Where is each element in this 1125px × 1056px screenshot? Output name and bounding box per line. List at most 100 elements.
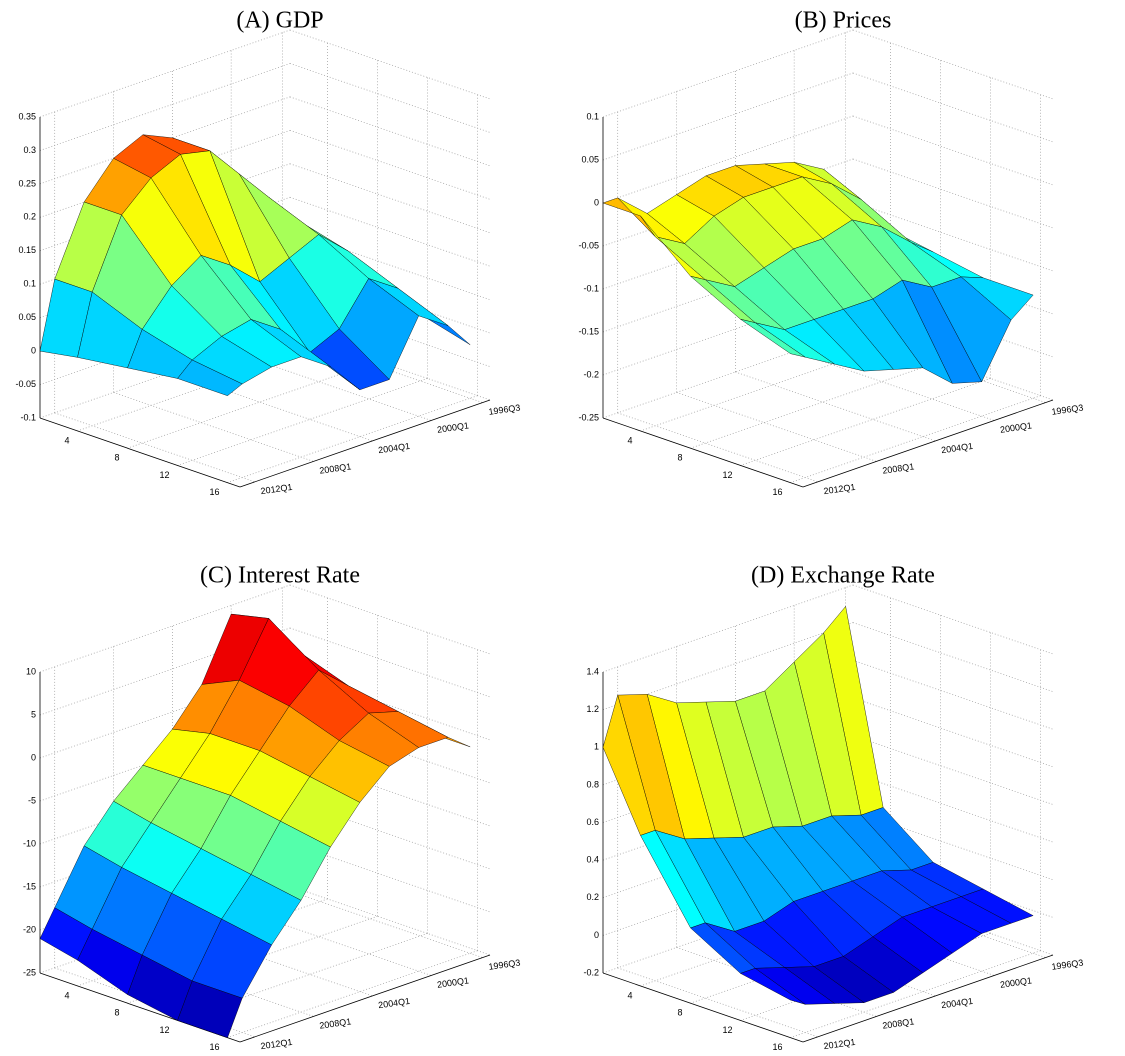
date-tick-label: 2008Q1 — [882, 461, 915, 475]
date-grid-line — [172, 371, 373, 442]
z-tick-label: 0.8 — [586, 779, 599, 789]
date-grid-line — [54, 412, 255, 483]
z-tick-label: 0 — [594, 930, 599, 940]
z-grid-line — [289, 627, 491, 698]
z-grid-line — [39, 63, 291, 151]
z-grid-line — [602, 115, 854, 204]
date-tick-label: 2000Q1 — [436, 420, 469, 434]
horizon-grid-line — [227, 395, 478, 484]
z-grid-line — [852, 772, 1054, 843]
date-tick-label: 2000Q1 — [999, 975, 1032, 989]
date-tick-label: 2004Q1 — [378, 441, 411, 455]
horizon-tick-label: 16 — [772, 487, 782, 497]
horizon-axis-line — [39, 417, 241, 488]
horizon-tick-label: 8 — [677, 453, 682, 463]
z-grid-line — [852, 622, 1054, 692]
z-grid-line — [289, 130, 491, 200]
z-grid-line — [289, 885, 491, 956]
horizon-tick-label: 12 — [159, 1025, 169, 1035]
z-tick-label: 0.25 — [18, 178, 36, 188]
z-grid-line — [602, 622, 854, 710]
panel: (B) Prices -0.25 -0.2 -0.15 -0.1 -0.05 0 0.05 0.… — [578, 8, 1083, 498]
date-grid-line — [617, 412, 818, 483]
z-tick-label: -0.2 — [583, 369, 599, 379]
date-tick-label: 2000Q1 — [436, 975, 469, 989]
z-tick-label: -0.25 — [578, 412, 599, 422]
z-tick-label: -0.1 — [583, 283, 599, 293]
horizon-tick-label: 16 — [209, 1042, 219, 1052]
z-grid-line — [852, 158, 1054, 229]
date-grid-line — [794, 351, 995, 421]
surface-cell — [740, 968, 806, 1005]
horizon-tick-label: 12 — [159, 470, 169, 480]
z-tick-label: -15 — [23, 881, 36, 891]
date-tick-label: 1996Q3 — [488, 403, 521, 417]
z-tick-label: -0.05 — [15, 379, 36, 389]
z-tick-label: 10 — [26, 666, 36, 676]
z-grid-line — [39, 627, 291, 716]
horizon-tick-label: 8 — [114, 1008, 119, 1018]
z-grid-line — [39, 29, 291, 118]
z-grid-line — [852, 735, 1054, 805]
z-tick-label: 0.05 — [18, 312, 36, 322]
date-axis-line — [802, 954, 1054, 1043]
date-tick-label: 2008Q1 — [319, 461, 352, 475]
z-grid-line — [289, 96, 491, 167]
date-tick-label: 2008Q1 — [882, 1016, 915, 1030]
z-grid-line — [852, 29, 1054, 100]
horizon-tick-label: 4 — [627, 435, 632, 445]
z-tick-label: 0.35 — [18, 111, 36, 121]
z-grid-line — [289, 670, 491, 741]
horizon-grid-line — [227, 950, 478, 1039]
horizon-tick-label: 16 — [209, 487, 219, 497]
panel-title: (D) Exchange Rate — [751, 563, 935, 589]
z-grid-line — [289, 63, 491, 133]
date-tick-label: 1996Q3 — [488, 958, 521, 972]
z-grid-line — [289, 584, 491, 655]
horizon-grid-line — [640, 343, 891, 432]
z-tick-label: -0.15 — [578, 326, 599, 336]
date-axis-line — [802, 399, 1054, 488]
date-grid-line — [676, 392, 877, 462]
z-grid-line — [852, 659, 1054, 730]
horizon-tick-label: 4 — [627, 990, 632, 1000]
date-tick-label: 1996Q3 — [1051, 403, 1084, 417]
z-grid-line — [602, 584, 854, 673]
z-tick-label: 0.1 — [586, 111, 599, 121]
panel-title: (A) GDP — [236, 8, 323, 34]
date-tick-label: 2012Q1 — [823, 1037, 856, 1051]
z-tick-label: 0.3 — [23, 145, 36, 155]
z-grid-line — [289, 842, 491, 913]
date-grid-line — [617, 967, 818, 1038]
z-grid-line — [602, 29, 854, 118]
z-tick-label: 0 — [31, 345, 36, 355]
panel-title: (B) Prices — [795, 8, 892, 34]
z-grid-line — [289, 230, 491, 300]
date-tick-label: 2004Q1 — [941, 441, 974, 455]
z-grid-line — [852, 72, 1054, 143]
date-grid-line — [113, 392, 314, 462]
date-tick-label: 2008Q1 — [319, 1016, 352, 1030]
horizon-grid-line — [690, 360, 941, 449]
panel: (C) Interest Rate -25 -20 -15 -10 -5 0 5 10 1996Q… — [23, 563, 521, 1053]
date-axis-line — [239, 954, 491, 1043]
z-tick-label: 0.2 — [586, 892, 599, 902]
horizon-grid-line — [790, 950, 1041, 1039]
horizon-grid-line — [77, 343, 328, 432]
horizon-tick-label: 4 — [64, 990, 69, 1000]
date-tick-label: 2004Q1 — [378, 996, 411, 1010]
z-grid-line — [289, 196, 491, 267]
z-tick-label: 1.4 — [586, 666, 599, 676]
z-tick-label: -5 — [28, 795, 36, 805]
z-grid-line — [852, 584, 1054, 655]
z-tick-label: 0.1 — [23, 279, 36, 289]
date-tick-label: 2012Q1 — [823, 482, 856, 496]
horizon-tick-label: 16 — [772, 1042, 782, 1052]
z-grid-line — [852, 697, 1054, 768]
z-grid-line — [289, 799, 491, 870]
z-tick-label: 0.2 — [23, 212, 36, 222]
surface-cell — [740, 319, 806, 358]
horizon-axis-line — [602, 972, 804, 1043]
z-tick-label: 0 — [31, 752, 36, 762]
panel-title: (C) Interest Rate — [200, 563, 360, 589]
